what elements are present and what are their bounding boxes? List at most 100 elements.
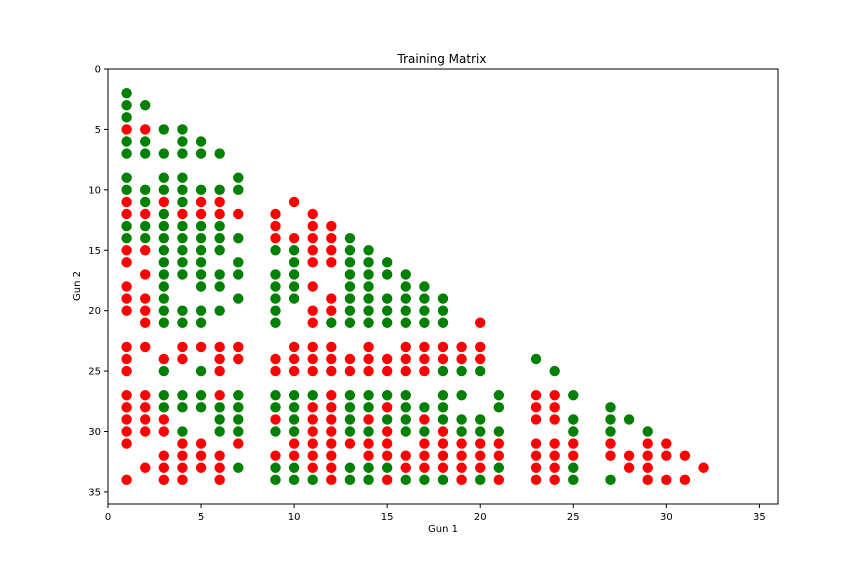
green-point	[623, 414, 635, 425]
red-point	[623, 462, 635, 473]
red-point	[661, 438, 672, 449]
green-point	[381, 305, 393, 316]
red-point	[475, 317, 486, 328]
red-point	[549, 462, 560, 473]
plot-frame	[107, 68, 779, 505]
green-point	[288, 426, 300, 437]
red-point	[158, 414, 170, 425]
green-point	[288, 390, 300, 401]
green-point	[363, 257, 374, 268]
red-point	[233, 208, 244, 220]
green-point	[233, 172, 244, 183]
red-point	[307, 232, 318, 244]
red-point	[326, 220, 337, 232]
red-point	[344, 365, 356, 377]
red-point	[679, 450, 691, 461]
red-point	[121, 365, 132, 377]
green-point	[400, 269, 411, 280]
red-point	[233, 341, 244, 353]
red-point	[214, 474, 225, 486]
green-point	[158, 208, 170, 220]
green-point	[195, 317, 207, 328]
green-point	[326, 317, 337, 328]
red-point	[326, 474, 337, 486]
red-point	[400, 462, 411, 473]
y-tick-label: 20	[88, 306, 101, 317]
green-point	[140, 220, 151, 232]
green-point	[344, 402, 356, 413]
red-point	[326, 341, 337, 353]
red-point	[177, 208, 188, 220]
red-point	[140, 426, 151, 437]
red-point	[475, 450, 486, 461]
red-point	[326, 426, 337, 437]
y-axis-label: Gun 2	[72, 271, 83, 301]
green-point	[381, 390, 393, 401]
y-tick-label: 10	[88, 185, 101, 196]
green-point	[530, 353, 542, 365]
red-point	[475, 353, 486, 365]
green-point	[419, 402, 430, 413]
green-point	[288, 462, 300, 473]
green-point	[195, 257, 207, 268]
green-point	[363, 245, 374, 256]
green-point	[158, 293, 170, 304]
green-point	[400, 305, 411, 316]
red-point	[326, 450, 337, 461]
red-point	[549, 438, 560, 449]
green-point	[363, 305, 374, 316]
red-point	[307, 414, 318, 425]
green-point	[177, 184, 188, 196]
green-point	[344, 232, 356, 244]
red-point	[326, 305, 337, 316]
x-tick-label: 20	[474, 512, 487, 523]
green-point	[437, 474, 449, 486]
red-point	[456, 462, 467, 473]
green-point	[177, 390, 188, 401]
red-point	[307, 365, 318, 377]
red-point	[326, 293, 337, 304]
red-point	[270, 353, 281, 365]
red-point	[493, 474, 505, 486]
red-point	[419, 414, 430, 425]
x-tick-label: 15	[381, 512, 394, 523]
red-point	[140, 341, 151, 353]
green-point	[381, 269, 393, 280]
red-point	[140, 414, 151, 425]
green-point	[177, 124, 188, 135]
red-point	[214, 365, 225, 377]
red-point	[326, 365, 337, 377]
red-point	[270, 220, 281, 232]
green-point	[475, 365, 486, 377]
red-point	[326, 462, 337, 473]
red-point	[437, 450, 449, 461]
green-point	[214, 426, 225, 437]
red-point	[307, 317, 318, 328]
red-point	[475, 341, 486, 353]
green-point	[419, 474, 430, 486]
green-point	[475, 474, 486, 486]
green-point	[214, 232, 225, 244]
red-point	[344, 438, 356, 449]
green-point	[605, 414, 616, 425]
green-point	[363, 293, 374, 304]
green-point	[195, 269, 207, 280]
y-tick-label: 30	[88, 427, 101, 438]
red-point	[307, 438, 318, 449]
green-point	[288, 414, 300, 425]
y-tick-label: 15	[88, 246, 101, 257]
green-point	[233, 257, 244, 268]
green-point	[177, 317, 188, 328]
red-point	[177, 341, 188, 353]
green-point	[270, 426, 281, 437]
green-point	[158, 257, 170, 268]
green-point	[214, 220, 225, 232]
green-point	[195, 148, 207, 159]
red-point	[493, 438, 505, 449]
green-point	[121, 100, 132, 111]
red-point	[475, 438, 486, 449]
green-point	[307, 474, 318, 486]
red-point	[307, 426, 318, 437]
red-point	[270, 365, 281, 377]
